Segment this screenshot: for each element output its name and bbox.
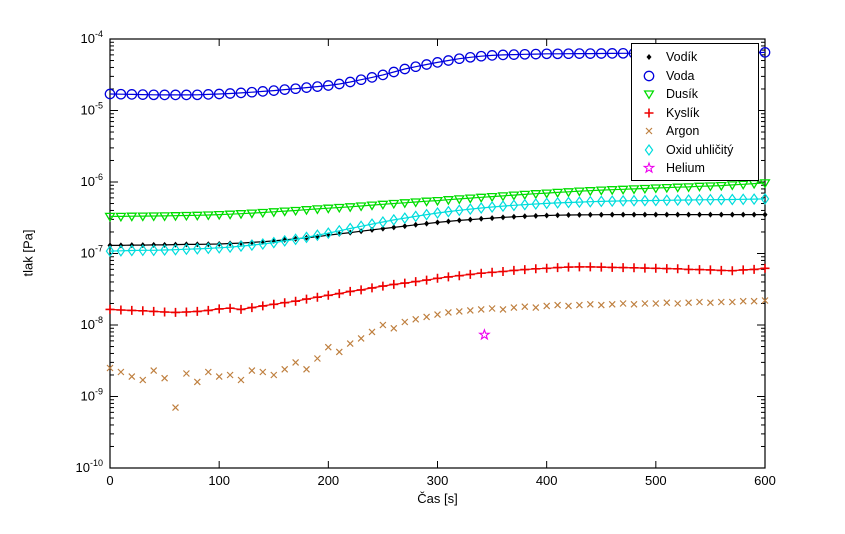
x-tick-label: 100 xyxy=(208,473,230,488)
y-tick-label: 10-4 xyxy=(81,29,103,46)
legend-marker-diamond-filled-icon xyxy=(646,54,652,60)
axes: 0 100 200 300 400 500 600 10-4 10-5 10-6 10-7 10-8 1… xyxy=(76,29,776,488)
y-tick-label: 10-5 xyxy=(81,101,103,118)
legend-label: Vodík xyxy=(666,50,698,64)
y-tick-label: 10-7 xyxy=(81,244,103,261)
x-tick-label: 0 xyxy=(106,473,113,488)
x-tick-label: 500 xyxy=(645,473,667,488)
series-dusik xyxy=(104,179,771,223)
legend-label: Argon xyxy=(666,124,700,139)
series-oxid-uhlicity xyxy=(105,192,770,258)
legend-item-vodik: Vodík xyxy=(632,48,758,66)
x-tick-label: 300 xyxy=(427,473,449,488)
legend-label: Dusík xyxy=(666,87,698,102)
y-tick-label: 10-6 xyxy=(81,172,103,189)
series-helium xyxy=(478,328,491,341)
legend-label: Helium xyxy=(666,161,705,176)
legend-item-argon: Argon xyxy=(632,122,758,140)
x-tick-label: 400 xyxy=(536,473,558,488)
series-kyslik xyxy=(105,262,770,317)
x-tick-label: 200 xyxy=(317,473,339,488)
legend: Vodík Voda Dusík Kyslík Argon Oxid uhličitý He… xyxy=(631,43,759,181)
x-tick-label: 600 xyxy=(754,473,776,488)
y-tick-label: 10-8 xyxy=(81,315,103,332)
legend-label: Voda xyxy=(666,68,695,83)
legend-marker-plus-icon xyxy=(644,108,654,118)
legend-marker-triangle-down-open-icon xyxy=(643,90,655,100)
y-axis-label: tlak [Pa] xyxy=(20,229,36,277)
legend-marker-circle-open-icon xyxy=(643,70,655,81)
legend-label: Oxid uhličitý xyxy=(666,142,734,157)
legend-item-helium: Helium xyxy=(632,159,758,177)
legend-item-dusik: Dusík xyxy=(632,85,758,103)
legend-item-voda: Voda xyxy=(632,67,758,85)
legend-item-kyslik: Kyslík xyxy=(632,104,758,122)
y-tick-label: 10-9 xyxy=(81,387,103,404)
legend-marker-diamond-open-icon xyxy=(644,143,654,156)
legend-marker-star-open-icon xyxy=(642,161,656,174)
series-argon xyxy=(106,297,769,412)
y-tick-label: 10-10 xyxy=(76,458,103,475)
legend-marker-x-icon xyxy=(645,127,653,135)
legend-label: Kyslík xyxy=(666,105,700,120)
legend-item-oxid-uhlicity: Oxid uhličitý xyxy=(632,141,758,159)
x-axis-label: Čas [s] xyxy=(417,491,458,506)
